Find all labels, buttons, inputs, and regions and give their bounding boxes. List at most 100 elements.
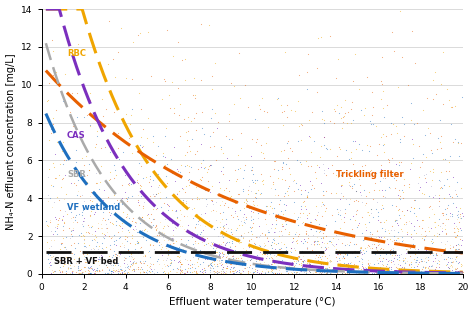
Point [102, 263, 109, 268]
Point [201, 268, 209, 273]
Point [377, 134, 385, 139]
Point [314, 65, 321, 70]
Point [219, 245, 226, 250]
Point [323, 265, 331, 270]
Point [200, 220, 208, 225]
Point [416, 259, 423, 264]
Point [418, 269, 426, 275]
Point [258, 96, 266, 101]
Point [311, 268, 319, 273]
Point [206, 262, 213, 267]
Point [115, 156, 123, 161]
Point [412, 230, 420, 235]
Point [346, 250, 353, 255]
Point [116, 223, 124, 228]
Point [295, 255, 303, 260]
Point [260, 109, 268, 114]
Point [453, 217, 461, 222]
Point [430, 270, 438, 275]
Point [340, 262, 347, 267]
Point [153, 259, 161, 264]
Point [278, 166, 285, 171]
Point [197, 229, 205, 234]
Point [300, 270, 308, 275]
Point [344, 252, 351, 257]
Point [147, 261, 155, 266]
Point [111, 251, 119, 256]
Point [136, 31, 144, 36]
Point [53, 221, 60, 226]
Point [286, 146, 294, 151]
Point [45, 97, 52, 102]
Point [447, 210, 454, 215]
Point [394, 262, 402, 267]
Point [261, 232, 268, 237]
Point [332, 191, 340, 196]
Point [312, 217, 319, 222]
Point [406, 271, 414, 276]
Point [86, 198, 94, 203]
Point [189, 254, 197, 259]
Point [166, 263, 174, 268]
Point [168, 220, 175, 225]
Point [215, 258, 222, 263]
Point [49, 48, 56, 53]
Point [136, 182, 144, 187]
Point [252, 191, 260, 196]
Point [381, 176, 389, 181]
Point [97, 179, 104, 184]
Point [211, 264, 219, 269]
Point [68, 227, 75, 232]
Point [139, 269, 147, 275]
Point [342, 148, 350, 153]
Point [191, 268, 198, 273]
Point [381, 195, 388, 200]
Point [270, 206, 278, 211]
Point [292, 181, 300, 186]
Point [188, 247, 195, 252]
Point [322, 234, 330, 239]
Point [132, 227, 139, 232]
Point [282, 269, 290, 274]
Point [54, 218, 62, 223]
Point [122, 112, 130, 117]
Point [119, 150, 127, 155]
Point [379, 256, 387, 261]
Point [302, 231, 310, 236]
Point [228, 231, 236, 236]
Point [341, 271, 349, 276]
Point [398, 270, 406, 275]
Point [341, 251, 349, 256]
Point [412, 257, 420, 262]
Point [248, 136, 256, 141]
Point [229, 234, 237, 239]
Point [244, 269, 252, 274]
Point [198, 219, 206, 224]
Point [194, 222, 202, 227]
Point [116, 199, 123, 204]
Point [448, 264, 456, 269]
Point [237, 219, 245, 224]
Point [228, 271, 236, 276]
Point [421, 271, 429, 276]
Point [433, 253, 441, 258]
Point [410, 242, 417, 247]
Point [320, 135, 328, 140]
Point [298, 249, 306, 254]
Point [279, 223, 287, 228]
Point [192, 127, 200, 132]
Point [126, 135, 133, 140]
Point [297, 260, 305, 265]
Point [82, 251, 89, 256]
Point [240, 265, 247, 270]
Point [424, 254, 431, 259]
Point [155, 239, 163, 244]
Point [210, 271, 218, 276]
Point [174, 248, 182, 253]
Point [372, 245, 380, 250]
Point [279, 160, 287, 165]
Point [321, 266, 329, 271]
Point [435, 271, 443, 276]
Point [213, 261, 221, 266]
Point [137, 264, 145, 269]
